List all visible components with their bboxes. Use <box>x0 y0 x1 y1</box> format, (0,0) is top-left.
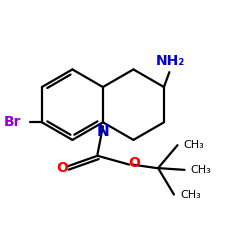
Text: CH₃: CH₃ <box>180 190 201 200</box>
Text: CH₃: CH₃ <box>184 140 204 150</box>
Text: N: N <box>96 124 109 140</box>
Text: O: O <box>128 156 140 170</box>
Text: O: O <box>57 161 68 175</box>
Text: NH₂: NH₂ <box>156 54 185 68</box>
Text: CH₃: CH₃ <box>190 165 211 175</box>
Text: Br: Br <box>4 115 21 129</box>
